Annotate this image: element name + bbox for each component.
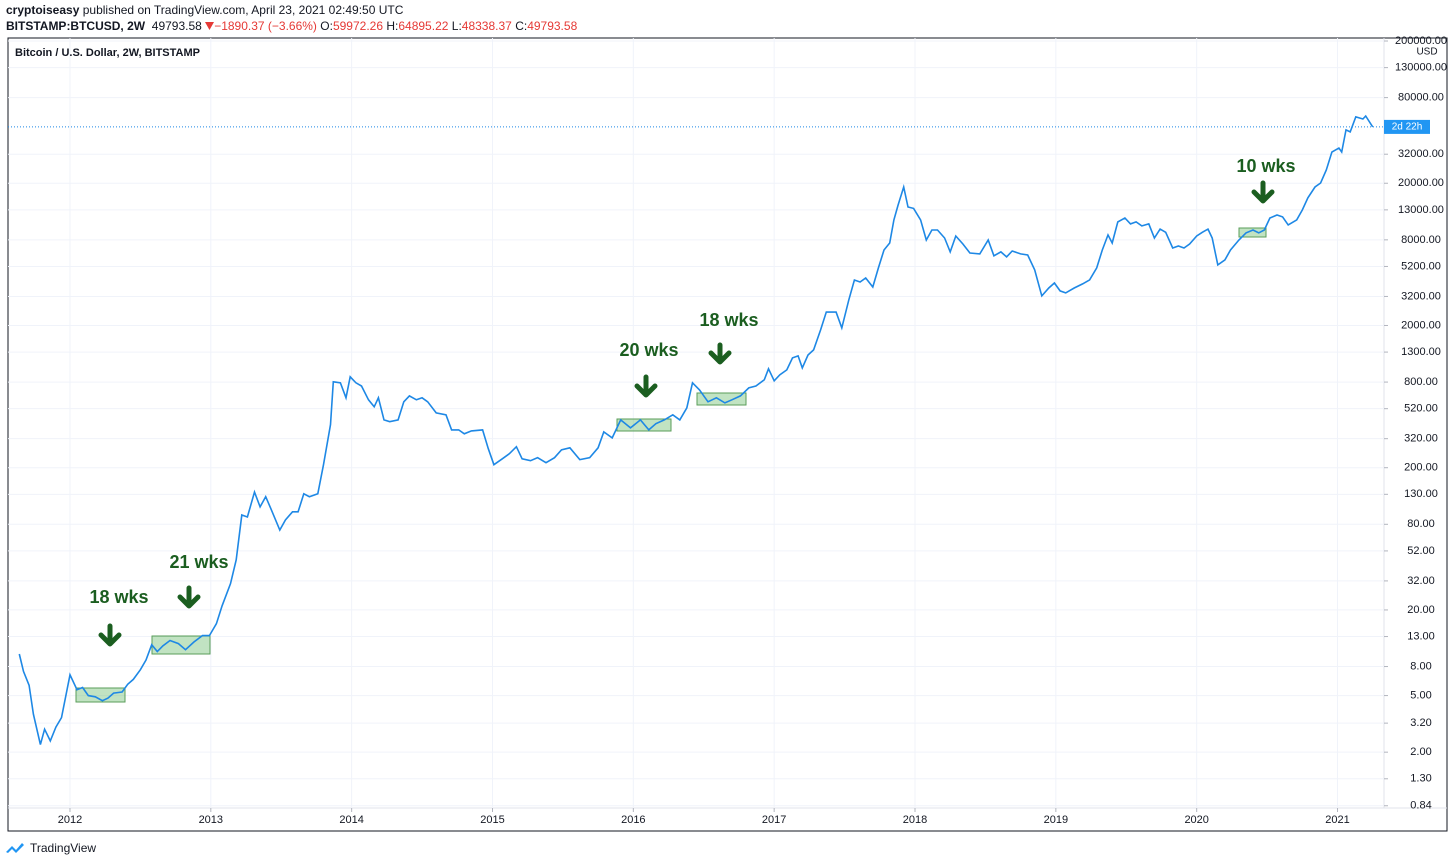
arrow — [1251, 180, 1275, 204]
y-tick-label: 5.00 — [1410, 689, 1431, 701]
logo-icon — [6, 843, 24, 853]
chart-title: Bitcoin / U.S. Dollar, 2W, BITSTAMP — [15, 47, 200, 59]
ohlc: O:59972.26 H:64895.22 L:48338.37 C:49793… — [320, 19, 577, 33]
y-tick-label: 5200.00 — [1401, 260, 1441, 272]
publish-line: cryptoiseasy published on TradingView.co… — [6, 2, 577, 18]
y-tick-label: 800.00 — [1404, 376, 1438, 388]
y-tick-label: 80.00 — [1407, 518, 1435, 530]
x-tick-label: 2019 — [1044, 814, 1068, 826]
range-box — [696, 392, 747, 406]
y-tick-label: 13000.00 — [1398, 204, 1444, 216]
unit-label: USD — [1416, 47, 1437, 58]
y-tick-label: 20000.00 — [1398, 177, 1444, 189]
last-price: 49793.58 — [151, 19, 202, 33]
y-tick-label: 13.00 — [1407, 630, 1435, 642]
y-tick-label: 200.00 — [1404, 462, 1438, 474]
header: cryptoiseasy published on TradingView.co… — [6, 2, 577, 34]
x-tick-label: 2021 — [1325, 814, 1349, 826]
countdown-label: 2d 22h — [1392, 122, 1423, 133]
y-tick-label: 32.00 — [1407, 575, 1435, 587]
down-icon — [205, 22, 215, 30]
annotation: 20 wks — [619, 340, 678, 360]
y-tick-label: 2.00 — [1410, 746, 1431, 758]
y-tick-label: 80000.00 — [1398, 92, 1444, 104]
arrow — [634, 374, 658, 398]
y-tick-label: 2000.00 — [1401, 319, 1441, 331]
annotation: 18 wks — [89, 587, 148, 607]
y-tick-label: 200000.00 — [1395, 35, 1447, 47]
x-tick-label: 2016 — [621, 814, 645, 826]
grid: 200000.00 130000.00 80000.00 32000.00 20000.… — [8, 35, 1447, 826]
x-tick-label: 2017 — [762, 814, 786, 826]
plot: 2d 22h — [8, 114, 1430, 745]
footer-logo: TradingView — [6, 841, 96, 855]
y-tick-label: 0.84 — [1410, 800, 1431, 812]
y-tick-label: 20.00 — [1407, 604, 1435, 616]
change: −1890.37 (−3.66%) — [214, 19, 317, 33]
y-tick-label: 3200.00 — [1401, 290, 1441, 302]
ohlc-label: C: — [515, 19, 528, 33]
ohlc-label: H: — [386, 19, 399, 33]
ohlc-label: O: — [320, 19, 333, 33]
y-tick-label: 32000.00 — [1398, 148, 1444, 160]
price-line — [18, 114, 1374, 745]
x-tick-label: 2018 — [903, 814, 927, 826]
symbol: BITSTAMP:BTCUSD, 2W — [6, 19, 146, 33]
x-tick-label: 2014 — [339, 814, 363, 826]
publisher: cryptoiseasy — [6, 3, 80, 17]
y-tick-label: 8.00 — [1410, 660, 1431, 672]
y-tick-label: 520.00 — [1404, 403, 1438, 415]
countdown-tag — [1384, 119, 1430, 134]
published: published on TradingView.com, April 23, … — [82, 3, 404, 17]
ohlc-value: 59972.26 — [332, 19, 384, 33]
x-tick-label: 2020 — [1184, 814, 1208, 826]
frame — [7, 37, 1448, 832]
y-tick-label: 320.00 — [1404, 433, 1438, 445]
x-tick-label: 2012 — [58, 814, 82, 826]
y-tick-label: 3.20 — [1410, 717, 1431, 729]
ohlc-value: 48338.37 — [461, 19, 512, 33]
y-tick-label: 130000.00 — [1395, 62, 1447, 74]
ohlc-value: 64895.22 — [398, 19, 449, 33]
annotation: 10 wks — [1236, 156, 1295, 176]
y-tick-label: 130.00 — [1404, 488, 1438, 500]
y-tick-label: 8000.00 — [1401, 234, 1441, 246]
y-tick-label: 52.00 — [1407, 545, 1435, 557]
x-tick-label: 2015 — [480, 814, 504, 826]
arrow — [708, 342, 732, 365]
ohlc-value: 49793.58 — [527, 19, 578, 33]
brand: TradingView — [30, 841, 96, 855]
annotations: 18 wks 21 wks 20 wks 18 wks 10 wks — [75, 156, 1296, 703]
y-tick-label: 1.30 — [1410, 773, 1431, 785]
arrow — [177, 585, 201, 609]
arrow — [98, 623, 122, 647]
annotation: 18 wks — [699, 310, 758, 330]
range-box — [75, 687, 126, 703]
x-tick-label: 2013 — [199, 814, 223, 826]
y-tick-label: 1300.00 — [1401, 346, 1441, 358]
annotation: 21 wks — [169, 552, 228, 572]
ohlc-label: L: — [451, 19, 462, 33]
quote-line: BITSTAMP:BTCUSD, 2W 49793.58 −1890.37 (−… — [6, 18, 577, 34]
range-box — [1238, 227, 1267, 238]
